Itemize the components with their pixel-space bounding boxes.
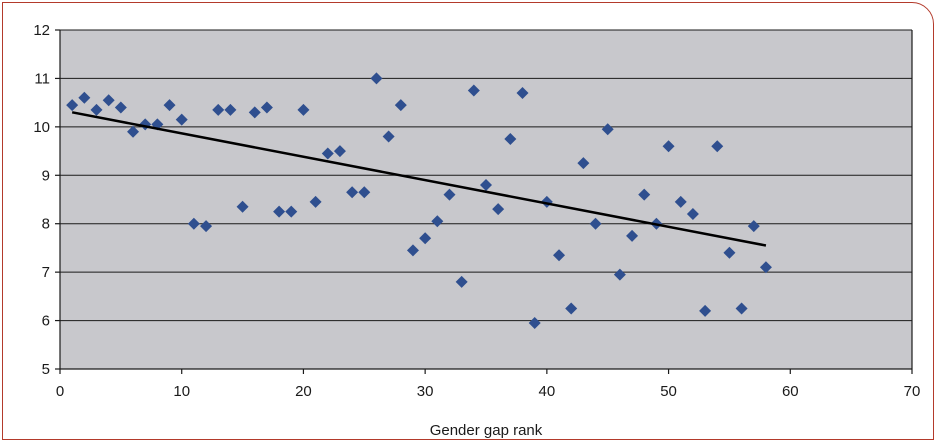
data-point-9 [163,99,176,112]
y-tick-label-6: 6 [42,313,50,330]
data-point-15 [236,200,249,213]
data-point-58 [759,261,772,274]
data-point-25 [358,186,371,199]
data-point-41 [553,249,566,262]
data-point-4 [102,94,115,107]
x-axis-title: Gender gap rank [430,422,543,439]
data-point-18 [273,205,286,218]
data-point-24 [346,186,359,199]
data-point-54 [711,140,724,153]
data-point-44 [589,217,602,230]
data-point-47 [626,229,639,242]
data-point-6 [127,125,140,138]
data-point-12 [200,220,213,233]
data-point-38 [516,86,529,99]
data-point-53 [699,304,712,317]
data-point-43 [577,157,590,170]
data-point-26 [370,72,383,85]
x-tick-label-60: 60 [782,383,799,400]
data-point-55 [723,246,736,259]
data-point-52 [686,208,699,221]
data-point-33 [455,275,468,288]
data-point-5 [114,101,127,114]
y-tick-label-7: 7 [42,264,50,281]
data-point-50 [662,140,675,153]
x-tick-label-40: 40 [539,383,556,400]
x-tick-labels: 0 10 20 30 40 50 60 70 [56,383,921,400]
data-point-28 [394,99,407,112]
x-tick-label-10: 10 [173,383,190,400]
data-point-10 [175,113,188,126]
x-tick-label-70: 70 [904,383,921,400]
data-point-21 [309,195,322,208]
data-point-22 [321,147,334,160]
y-tick-label-5: 5 [42,361,50,378]
data-point-32 [443,188,456,201]
data-point-16 [248,106,261,119]
data-point-29 [406,244,419,257]
x-tick-label-20: 20 [295,383,312,400]
data-point-45 [601,123,614,136]
data-point-56 [735,302,748,315]
data-point-19 [285,205,298,218]
data-point-13 [212,103,225,116]
y-tick-label-11: 11 [34,70,50,87]
y-tick-labels: 5 6 7 8 9 10 11 12 [33,22,50,378]
data-point-34 [467,84,480,97]
y-tick-label-8: 8 [42,216,50,233]
data-point-48 [638,188,651,201]
data-points [66,72,772,329]
data-point-30 [419,232,432,245]
x-tick-label-50: 50 [660,383,677,400]
data-point-17 [260,101,273,114]
data-point-51 [674,195,687,208]
data-point-57 [747,220,760,233]
y-tick-label-12: 12 [33,22,50,39]
y-tick-label-10: 10 [33,119,50,136]
y-tick-label-9: 9 [42,167,50,184]
data-point-42 [565,302,578,315]
data-point-20 [297,103,310,116]
data-point-35 [480,178,492,191]
data-point-37 [504,132,517,145]
data-point-3 [90,103,103,116]
trendline [71,111,767,247]
x-tick-label-0: 0 [56,383,64,400]
axes [55,29,913,374]
data-point-23 [333,145,346,158]
data-point-46 [613,268,626,281]
data-point-27 [382,130,395,143]
data-point-14 [224,103,237,116]
data-point-2 [78,91,91,104]
data-point-36 [492,203,505,216]
data-point-11 [187,217,200,230]
x-tick-label-30: 30 [417,383,434,400]
data-point-39 [528,316,541,329]
data-point-1 [66,99,79,112]
data-point-31 [431,215,444,228]
plot-area [60,30,912,369]
